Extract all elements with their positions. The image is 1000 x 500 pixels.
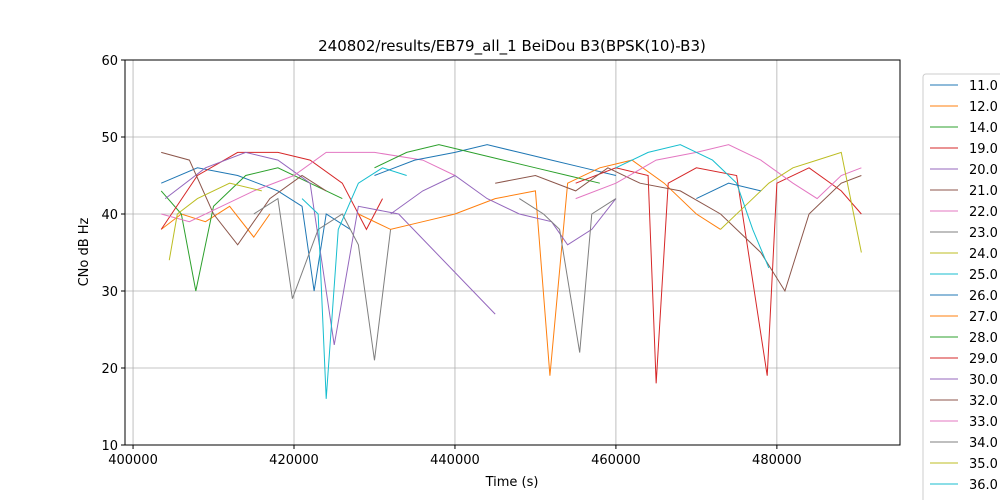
legend-label: 28.0: [969, 331, 998, 346]
series-line: [160, 151, 383, 231]
series-line: [160, 205, 271, 238]
series-line: [615, 144, 770, 269]
legend-label: 26.0: [969, 289, 998, 304]
x-tick-label: 460000: [591, 453, 641, 468]
legend-label: 23.0: [969, 226, 998, 241]
legend-box: [922, 73, 1000, 500]
series-line: [160, 167, 343, 292]
y-tick-label: 20: [101, 362, 118, 377]
axes-frame: [124, 59, 901, 446]
y-axis-label: CNo dB Hz: [77, 217, 92, 286]
legend-label: 36.0: [969, 478, 998, 493]
series-line: [301, 167, 407, 399]
series-line: [519, 198, 617, 353]
chart-title: 240802/results/EB79_all_1 BeiDou B3(BPSK…: [318, 37, 706, 56]
legend-label: 12.0: [969, 100, 998, 115]
legend-label: 20.0: [969, 163, 998, 178]
x-axis-label: Time (s): [485, 475, 539, 490]
legend: 11.0 12.0 14.0 19.0 20.0 21.0 22.0 23.0 24.0 25.0…: [930, 79, 998, 500]
x-tick-label: 480000: [752, 453, 802, 468]
legend-label: 24.0: [969, 247, 998, 262]
legend-label: 33.0: [969, 415, 998, 430]
grid: 400000 420000 440000 460000 480000 10 20 30 40 50…: [101, 54, 900, 468]
legend-label: 21.0: [969, 184, 998, 199]
legend-label: 35.0: [969, 457, 998, 472]
series-line: [358, 159, 721, 376]
plot-area: [160, 144, 862, 399]
legend-label: 19.0: [969, 142, 998, 157]
series-line: [575, 167, 862, 384]
legend-label: 30.0: [969, 373, 998, 388]
series-line: [253, 197, 392, 361]
series-line: [161, 151, 327, 246]
legend-label: 25.0: [969, 268, 998, 283]
legend-label: 34.0: [969, 436, 998, 451]
y-tick-label: 40: [101, 208, 118, 223]
series-line: [164, 151, 496, 345]
legend-label: 32.0: [969, 394, 998, 409]
x-tick-label: 420000: [269, 453, 319, 468]
series-line: [575, 144, 862, 200]
legend-label: 22.0: [969, 205, 998, 220]
x-tick-label: 440000: [430, 453, 480, 468]
series-line: [168, 182, 262, 261]
series-line: [390, 174, 617, 246]
legend-label: 27.0: [969, 310, 998, 325]
series-line: [696, 182, 761, 200]
y-tick-label: 60: [101, 54, 118, 69]
series-line: [495, 167, 862, 293]
x-tick-label: 400000: [108, 453, 158, 468]
series-line: [161, 151, 456, 223]
legend-label: 29.0: [969, 352, 998, 367]
y-tick-label: 10: [101, 439, 118, 454]
legend-label: 14.0: [969, 121, 998, 136]
y-tick-label: 30: [101, 285, 118, 300]
legend-label: 11.0: [969, 79, 998, 94]
series-line: [374, 144, 617, 176]
series-line: [374, 144, 600, 184]
y-tick-label: 50: [101, 131, 118, 146]
